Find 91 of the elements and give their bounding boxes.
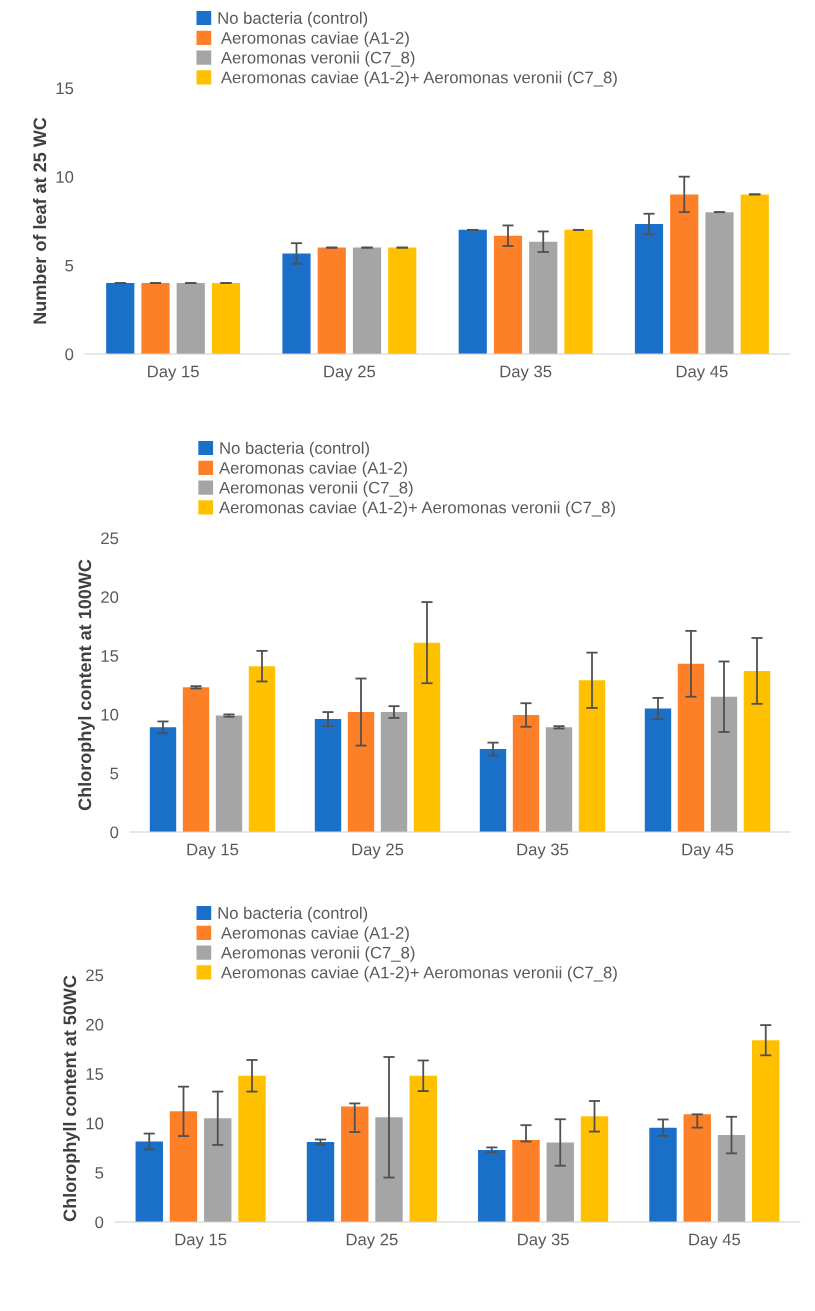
- bar: [409, 1075, 437, 1222]
- x-tick-label: Day 45: [676, 365, 728, 381]
- bar: [752, 1040, 780, 1222]
- x-tick-label: Day 15: [148, 365, 199, 381]
- bar: [352, 247, 382, 354]
- bar: [248, 666, 276, 832]
- y-tick-label: 5: [95, 1167, 104, 1179]
- y-tick-label: 0: [110, 826, 119, 839]
- legend-label: Aeromonas caviae (A1-2)+ Aeromonas veronii (C7_8): [219, 501, 615, 517]
- bar: [710, 696, 738, 832]
- bar: [106, 283, 135, 354]
- x-tick-label: Day 25: [346, 1233, 398, 1249]
- x-tick-label: Day 45: [682, 843, 734, 859]
- bar: [282, 253, 311, 354]
- y-tick-label: 5: [65, 259, 74, 272]
- y-axis-title: Number of leaf at 25 WC: [32, 117, 47, 324]
- bar: [545, 727, 573, 832]
- legend-label: Aeromonas caviae (A1-2)+ Aeromonas veronii (C7_8): [220, 71, 617, 87]
- bar: [204, 1118, 232, 1222]
- x-tick-label: Day 35: [500, 365, 552, 381]
- bar: [388, 247, 417, 354]
- y-axis-title: Chlorophyll content at 50WC: [62, 975, 80, 1222]
- y-tick-label: 0: [65, 348, 74, 361]
- bar: [580, 1116, 609, 1222]
- y-tick-label: 15: [86, 1068, 104, 1080]
- y-tick-label: 10: [56, 171, 74, 183]
- bar: [375, 1117, 403, 1222]
- bar: [683, 1114, 711, 1222]
- bar: [215, 715, 243, 832]
- x-tick-label: Day 45: [689, 1233, 741, 1249]
- bar: [347, 712, 375, 832]
- legend-label: Aeromonas caviae (A1-2): [219, 461, 407, 478]
- bar: [176, 283, 205, 354]
- y-tick-label: 5: [110, 767, 119, 780]
- bar: [529, 241, 558, 354]
- bar: [478, 1149, 506, 1222]
- bar: [546, 1142, 574, 1222]
- bar: [479, 749, 507, 832]
- bar: [306, 1141, 335, 1222]
- y-axis-title: Chlorophyl content at 100WC: [77, 559, 95, 811]
- y-tick-label: 25: [101, 532, 119, 545]
- bar: [740, 194, 769, 354]
- legend-label: Aeromonas caviae (A1-2): [220, 31, 409, 48]
- legend-label: Aeromonas veronii (C7_8): [219, 481, 413, 497]
- bar: [677, 663, 705, 832]
- x-tick-label: Day 15: [187, 843, 239, 859]
- y-tick-label: 20: [101, 591, 119, 603]
- bar: [649, 1127, 677, 1222]
- bar: [512, 1140, 540, 1222]
- bar: [717, 1135, 746, 1222]
- y-tick-label: 10: [101, 708, 119, 721]
- legend-label: Aeromonas caviae (A1-2): [220, 926, 409, 943]
- bar: [135, 1141, 163, 1222]
- bar: [380, 712, 408, 832]
- bar: [314, 719, 342, 832]
- bar: [141, 283, 170, 354]
- y-tick-label: 10: [86, 1117, 104, 1130]
- x-tick-label: Day 35: [518, 1233, 569, 1249]
- legend-label: Aeromonas caviae (A1-2)+ Aeromonas veronii (C7_8): [220, 966, 617, 982]
- x-tick-label: Day 15: [175, 1233, 227, 1249]
- bar: [564, 229, 593, 354]
- legend-label: Aeromonas veronii (C7_8): [220, 946, 415, 962]
- x-tick-label: Day 25: [352, 843, 404, 859]
- y-tick-label: 25: [86, 969, 104, 982]
- bar: [149, 727, 177, 832]
- y-tick-label: 0: [95, 1216, 104, 1229]
- legend-label: No bacteria (control): [220, 441, 369, 458]
- bar: [670, 194, 699, 354]
- y-tick-label: 20: [86, 1018, 104, 1031]
- bar: [493, 235, 523, 354]
- bar: [317, 247, 346, 354]
- y-tick-label: 15: [101, 650, 119, 662]
- bar: [182, 687, 210, 832]
- bar: [743, 670, 771, 832]
- bar: [413, 642, 441, 832]
- bar: [211, 283, 241, 354]
- y-tick-label: 15: [56, 82, 74, 95]
- legend-label: No bacteria (control): [218, 11, 368, 28]
- bar: [238, 1075, 266, 1222]
- legend-label: No bacteria (control): [218, 906, 368, 923]
- bar: [634, 224, 664, 354]
- bar: [644, 708, 672, 832]
- bar: [705, 212, 734, 354]
- bar: [458, 229, 487, 354]
- bar: [169, 1111, 198, 1222]
- bar: [341, 1106, 369, 1222]
- x-tick-label: Day 25: [324, 365, 376, 381]
- legend-label: Aeromonas veronii (C7_8): [220, 51, 415, 67]
- x-tick-label: Day 35: [517, 843, 569, 859]
- bar: [578, 680, 606, 832]
- bar: [512, 714, 540, 832]
